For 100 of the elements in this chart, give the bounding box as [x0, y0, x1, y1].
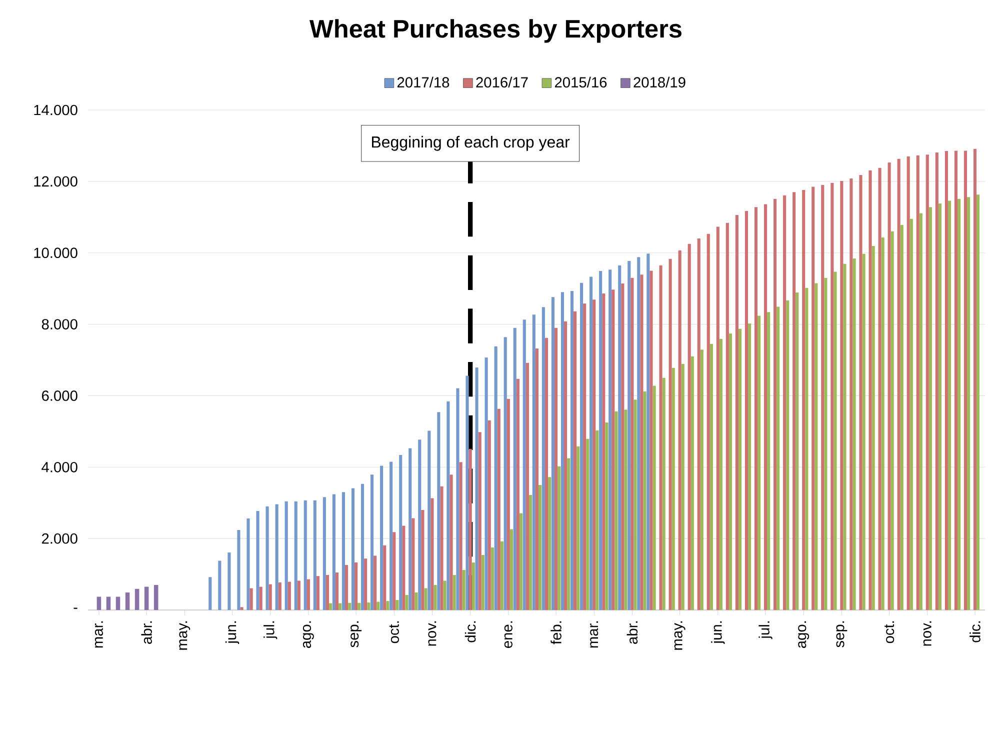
- bar: [504, 337, 507, 610]
- bar: [948, 200, 952, 610]
- bar: [735, 214, 738, 610]
- bar: [462, 570, 466, 610]
- bar: [662, 378, 666, 610]
- bar: [535, 348, 539, 610]
- legend-label: 2018/19: [634, 76, 686, 88]
- x-tick-label: mar.: [590, 621, 598, 648]
- bar: [294, 501, 298, 610]
- bar: [414, 592, 418, 610]
- bar: [888, 162, 891, 610]
- bar: [567, 458, 570, 610]
- ref-line-label: Beggining of each crop year: [372, 136, 570, 151]
- bar: [418, 440, 422, 610]
- bar: [481, 554, 484, 610]
- bar: [494, 346, 498, 610]
- bar: [906, 156, 910, 610]
- bar: [688, 244, 691, 610]
- bar: [805, 288, 808, 610]
- bar: [456, 388, 460, 610]
- bar: [710, 344, 713, 610]
- bar: [237, 530, 240, 610]
- x-tick-label: jun.: [225, 621, 240, 644]
- x-tick-label: jul.: [264, 621, 278, 640]
- bar: [437, 412, 440, 610]
- bar: [630, 278, 634, 610]
- bar: [412, 518, 415, 610]
- bar: [468, 448, 472, 610]
- bar: [602, 294, 606, 610]
- bar: [976, 194, 980, 610]
- legend-label: 2016/17: [476, 76, 528, 88]
- x-tick-label: sep.: [350, 621, 362, 648]
- x-tick-label: feb.: [550, 621, 562, 644]
- bar: [944, 151, 948, 610]
- bar: [900, 224, 904, 610]
- bar: [446, 401, 450, 610]
- bar: [96, 596, 102, 610]
- x-tick-label: dic.: [970, 621, 980, 642]
- x-tick-label: jul.: [758, 621, 772, 640]
- bar: [430, 498, 434, 610]
- bar: [558, 466, 561, 610]
- bar: [322, 497, 326, 610]
- bar: [868, 170, 872, 610]
- bar: [408, 448, 412, 610]
- bar: [351, 488, 355, 610]
- bar: [306, 579, 310, 610]
- bar: [240, 607, 244, 610]
- bar: [297, 580, 300, 610]
- bar: [646, 254, 650, 610]
- bar: [596, 430, 599, 610]
- bar: [278, 582, 282, 610]
- bar: [370, 474, 374, 610]
- bar: [726, 222, 729, 610]
- bar: [268, 584, 272, 610]
- bar: [840, 181, 844, 610]
- bar: [354, 562, 358, 610]
- bar: [490, 547, 494, 610]
- bar: [624, 410, 628, 610]
- y-tick-label: 8.000: [42, 319, 78, 330]
- bar: [116, 596, 120, 610]
- bar: [697, 238, 700, 610]
- bar: [919, 213, 922, 610]
- x-tick-label: dic.: [464, 621, 476, 642]
- bar: [544, 338, 548, 610]
- bar: [500, 541, 504, 610]
- y-tick-label: 6.000: [42, 390, 78, 401]
- bar: [890, 231, 894, 610]
- bar: [776, 306, 780, 610]
- bar: [386, 601, 390, 610]
- bar: [570, 291, 574, 610]
- bar: [208, 577, 212, 610]
- bar: [528, 494, 532, 610]
- bar: [608, 270, 612, 610]
- bar: [313, 500, 316, 610]
- bar: [652, 386, 656, 610]
- bar: [506, 398, 510, 610]
- bar: [852, 258, 856, 610]
- bar: [814, 283, 818, 610]
- bar: [134, 588, 140, 610]
- bar: [376, 602, 380, 610]
- bar: [910, 218, 913, 610]
- bar: [643, 391, 646, 610]
- bar: [590, 276, 593, 610]
- bar: [964, 150, 968, 610]
- bar: [342, 492, 345, 610]
- bar: [450, 474, 453, 610]
- bar: [452, 574, 456, 610]
- bar: [640, 274, 644, 610]
- bar: [532, 314, 536, 610]
- x-tick-label: ene.: [504, 621, 512, 648]
- bar: [668, 258, 672, 610]
- bar: [967, 197, 970, 610]
- bar: [738, 328, 742, 610]
- bar: [628, 261, 631, 610]
- bar: [316, 576, 320, 610]
- bar: [488, 420, 491, 610]
- y-tick-label: 12.000: [34, 176, 78, 187]
- bar: [783, 195, 786, 610]
- bar: [754, 207, 758, 610]
- bar: [250, 588, 253, 610]
